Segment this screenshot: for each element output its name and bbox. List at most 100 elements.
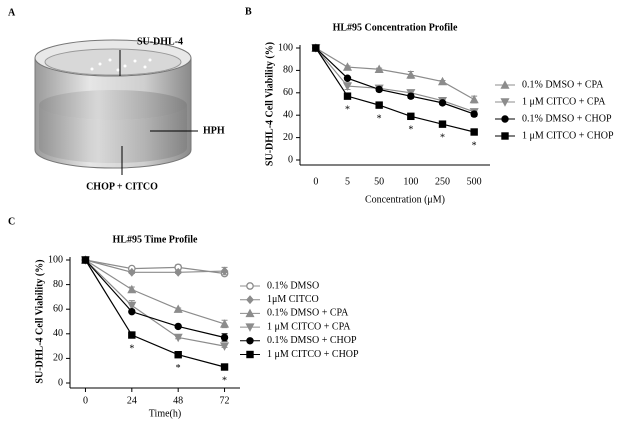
panel-label: A <box>8 7 16 18</box>
marker <box>245 323 255 332</box>
legend-label: 1 μM CITCO + CHOP <box>522 130 614 141</box>
significance-label: * <box>377 113 382 124</box>
x-tick-label: 250 <box>435 176 450 187</box>
x-axis-label: Concentration (μM) <box>365 194 445 205</box>
y-tick-label: 20 <box>283 132 293 143</box>
significance-label: * <box>472 140 477 151</box>
medium <box>39 90 187 120</box>
y-tick-label: 40 <box>53 328 63 339</box>
marker <box>127 301 137 311</box>
marker <box>173 333 183 343</box>
legend-label: 1 μM CITCO + CPA <box>522 96 606 107</box>
y-axis-label: SU-DHL-4 Cell Viability (%) <box>264 42 275 166</box>
significance-label: * <box>129 343 134 354</box>
x-tick-label: 100 <box>403 176 418 187</box>
marker <box>437 76 448 86</box>
y-tick-label: 80 <box>53 279 63 290</box>
panel-label: C <box>8 216 15 227</box>
legend-label: 1μM CITCO <box>267 294 319 305</box>
legend-label: 0.1% DMSO <box>267 280 319 291</box>
marker <box>375 101 383 109</box>
legend-label: 1 μM CITCO + CPA <box>267 321 351 332</box>
insert <box>44 48 182 76</box>
marker <box>245 308 255 318</box>
marker <box>127 267 136 277</box>
significance-label: * <box>408 125 413 136</box>
series-line <box>85 259 225 325</box>
chart: B HL#95 Concentration Profile 0 20 40 60 80 100… <box>245 6 614 205</box>
marker <box>220 342 230 351</box>
series-line <box>315 47 475 101</box>
marker <box>407 92 415 100</box>
marker <box>470 110 478 118</box>
marker <box>501 132 509 140</box>
marker <box>312 44 320 52</box>
legend-label: 0.1% DMSO + CHOP <box>267 335 357 346</box>
legend-label: 0.1% DMSO + CPA <box>522 79 604 90</box>
series-line <box>85 259 225 275</box>
significance-label: * <box>176 363 181 374</box>
marker <box>438 99 447 107</box>
series-line <box>85 259 225 339</box>
x-axis-label: Time(h) <box>149 408 181 419</box>
chart-title: HL#95 Time Profile <box>113 234 199 245</box>
marker <box>406 70 416 79</box>
y-tick-label: 60 <box>283 87 293 98</box>
marker <box>246 295 254 305</box>
y-axis-label: SU-DHL-4 Cell Viability (%) <box>34 259 45 383</box>
marker <box>246 337 254 345</box>
marker <box>438 120 447 128</box>
chart: C HL#95 Time Profile 0 20 40 60 80 100 0 24 48 72 Ti… <box>8 216 359 419</box>
x-tick-label: 24 <box>127 395 137 406</box>
series-line <box>85 259 225 347</box>
marker <box>375 85 383 94</box>
x-tick-label: 0 <box>83 395 88 406</box>
y-tick-label: 40 <box>283 109 293 120</box>
series-line <box>85 259 225 273</box>
legend-label: 1 μM CITCO + CHOP <box>267 349 359 360</box>
marker <box>501 115 509 123</box>
chart-title: HL#95 Concentration Profile <box>333 22 458 33</box>
panel-a: A SU-DHL-4 HPH CHOP + CITCO <box>8 7 225 192</box>
diagram-label: SU-DHL-4 <box>137 36 183 47</box>
marker <box>174 351 182 359</box>
x-tick-label: 500 <box>467 176 482 187</box>
marker <box>220 333 229 342</box>
marker <box>220 319 230 328</box>
series-line <box>315 47 475 115</box>
marker <box>128 331 136 339</box>
significance-label: * <box>222 375 227 386</box>
y-tick-label: 80 <box>283 65 293 76</box>
series-line <box>315 47 475 133</box>
legend-label: 0.1% DMSO + CPA <box>267 308 349 319</box>
x-tick-label: 0 <box>313 176 318 187</box>
marker <box>128 307 136 316</box>
marker <box>469 94 479 104</box>
x-tick-label: 72 <box>220 395 230 406</box>
marker <box>407 112 415 121</box>
significance-label: * <box>440 132 445 143</box>
cells <box>90 58 152 72</box>
y-tick-label: 60 <box>53 303 63 314</box>
marker <box>500 98 510 107</box>
y-tick-label: 0 <box>288 154 293 165</box>
marker <box>343 92 352 100</box>
medium-body <box>39 105 187 163</box>
marker <box>174 267 183 277</box>
diagram-label: CHOP + CITCO <box>86 181 158 192</box>
diagram-label: HPH <box>203 125 225 136</box>
marker <box>500 80 510 89</box>
panel-label: B <box>245 6 252 17</box>
y-tick-label: 20 <box>53 353 63 364</box>
marker <box>470 128 478 136</box>
marker <box>220 266 229 276</box>
marker <box>173 304 183 313</box>
marker <box>127 284 137 294</box>
series-line <box>315 47 475 113</box>
significance-label: * <box>345 104 350 115</box>
legend-label: 0.1% DMSO + CHOP <box>522 113 612 124</box>
y-tick-label: 100 <box>48 254 63 265</box>
y-tick-label: 100 <box>278 42 293 53</box>
x-tick-label: 48 <box>173 395 183 406</box>
